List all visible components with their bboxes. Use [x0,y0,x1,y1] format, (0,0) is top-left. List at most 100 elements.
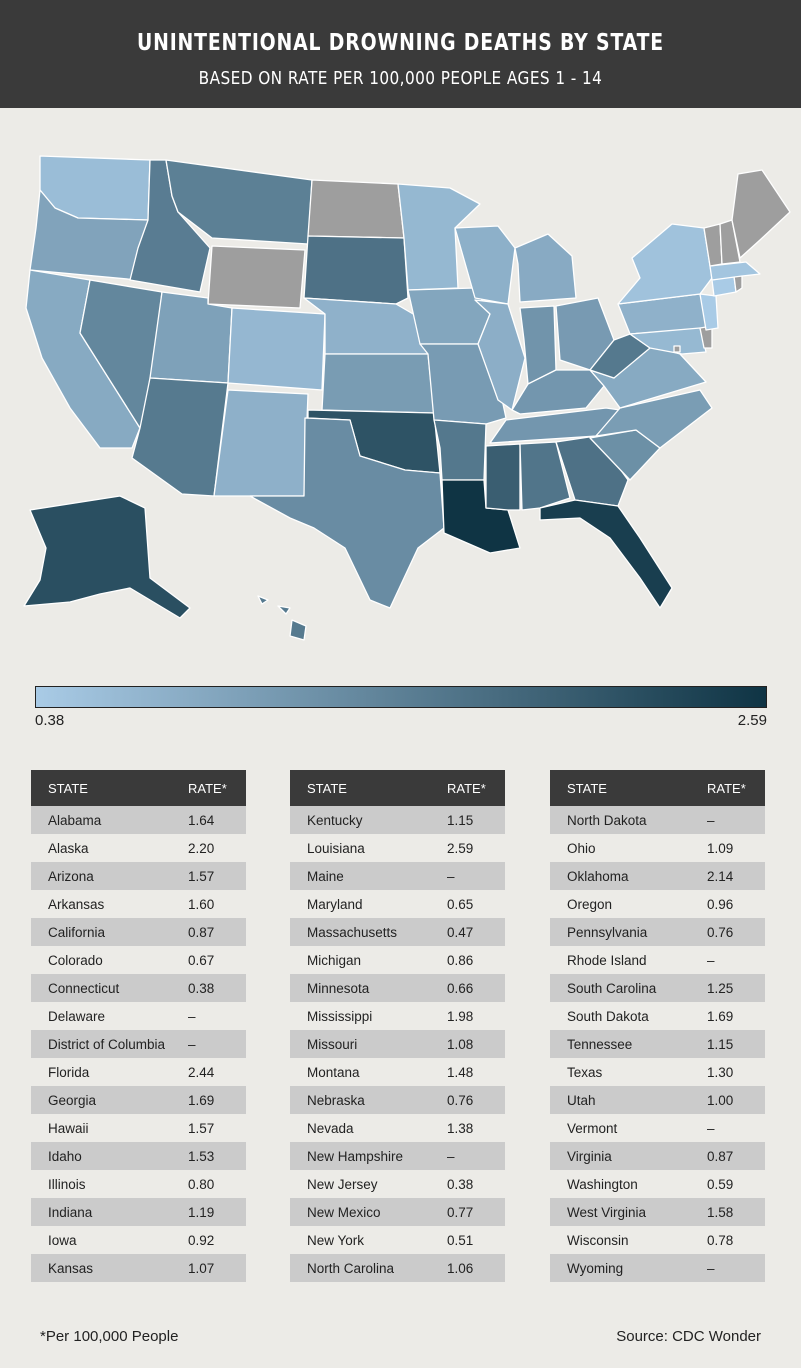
state-name: Kentucky [307,812,363,828]
table-row: North Carolina 1.06 [290,1254,505,1282]
state-name: Florida [48,1064,90,1080]
state-name: Nebraska [307,1092,365,1108]
table-row: Idaho 1.53 [31,1142,246,1170]
state-rate: 0.92 [188,1232,215,1248]
state-name: New Hampshire [307,1148,404,1164]
state-rate: 0.38 [447,1176,474,1192]
table-row: Wisconsin 0.78 [550,1226,765,1254]
state-mississippi [485,443,521,511]
state-name: Maine [307,868,344,884]
state-rate: 1.08 [447,1036,474,1052]
state-rate: 2.14 [707,868,734,884]
state-rate: 1.00 [707,1092,734,1108]
state-name: New Mexico [307,1204,381,1220]
state-rate: 1.09 [707,840,734,856]
legend-max-label: 2.59 [737,712,767,729]
legend-min-label: 0.38 [35,712,65,729]
state-michigan [514,233,577,303]
state-rate: 0.86 [447,952,474,968]
table-row: Arizona 1.57 [31,862,246,890]
state-name: Iowa [48,1232,77,1248]
state-rate: 0.65 [447,896,474,912]
table-row: South Carolina 1.25 [550,974,765,1002]
state-name: Pennsylvania [567,924,648,940]
table-row: New Hampshire – [290,1142,505,1170]
state-name: Massachusetts [307,924,398,940]
header-rate: RATE* [447,780,486,796]
state-rate: 1.25 [707,980,734,996]
table-row: Louisiana 2.59 [290,834,505,862]
state-rate: 1.30 [707,1064,734,1080]
state-name: North Carolina [307,1260,395,1276]
state-name: Washington [567,1176,638,1192]
state-rate: 1.15 [447,812,474,828]
state-name: Nevada [307,1120,354,1136]
state-rate: 1.69 [707,1008,734,1024]
state-wisconsin [454,225,516,305]
state-rate: 0.66 [447,980,474,996]
state-name: Alabama [48,812,102,828]
table-row: Oklahoma 2.14 [550,862,765,890]
state-rate: 1.64 [188,812,215,828]
state-kansas [321,353,435,414]
state-name: New Jersey [307,1176,378,1192]
table-row: Ohio 1.09 [550,834,765,862]
state-rate: 0.77 [447,1204,474,1220]
table-row: Arkansas 1.60 [31,890,246,918]
table-row: New York 0.51 [290,1226,505,1254]
table-row: Illinois 0.80 [31,1170,246,1198]
state-utah [149,291,233,384]
state-name: Louisiana [307,840,365,856]
state-hawaii [257,595,307,641]
state-name: Michigan [307,952,362,968]
state-north-dakota [307,179,405,239]
table-row: Rhode Island – [550,946,765,974]
table-row: Georgia 1.69 [31,1086,246,1114]
state-rate: – [447,1148,455,1164]
state-maine [731,169,791,259]
state-name: Arizona [48,868,94,884]
state-name: Illinois [48,1176,86,1192]
table-header: STATE RATE* [550,770,765,806]
header-banner: UNINTENTIONAL DROWNING DEATHS BY STATE B… [0,0,801,108]
table-header: STATE RATE* [31,770,246,806]
state-district-of-columbia [673,345,681,353]
table-row: Nevada 1.38 [290,1114,505,1142]
state-new-york [617,223,713,305]
table-row: Delaware – [31,1002,246,1030]
state-rate: – [447,868,455,884]
state-name: Utah [567,1092,596,1108]
state-name: District of Columbia [48,1036,166,1052]
state-rate: 0.59 [707,1176,734,1192]
state-name: Tennessee [567,1036,633,1052]
table-row: Virginia 0.87 [550,1142,765,1170]
state-rate: 0.87 [188,924,215,940]
state-rate: – [707,1120,715,1136]
table-row: New Mexico 0.77 [290,1198,505,1226]
table-row: Missouri 1.08 [290,1030,505,1058]
state-arkansas [433,419,487,481]
state-rate: 0.87 [707,1148,734,1164]
state-rate: – [188,1036,196,1052]
table-row: New Jersey 0.38 [290,1170,505,1198]
state-name: North Dakota [567,812,647,828]
table-row: Hawaii 1.57 [31,1114,246,1142]
state-rate: 0.96 [707,896,734,912]
state-name: Virginia [567,1148,612,1164]
legend-gradient-bar [35,686,767,708]
state-name: Alaska [48,840,89,856]
table-row: Nebraska 0.76 [290,1086,505,1114]
table-row: West Virginia 1.58 [550,1198,765,1226]
page-title: UNINTENTIONAL DROWNING DEATHS BY STATE [136,30,665,56]
state-kentucky [511,369,605,415]
table-row: Iowa 0.92 [31,1226,246,1254]
state-rate: 1.57 [188,1120,215,1136]
state-name: Minnesota [307,980,370,996]
state-alabama [519,441,571,511]
state-rate: 1.48 [447,1064,474,1080]
table-header: STATE RATE* [290,770,505,806]
state-new-hampshire [719,219,741,265]
state-name: New York [307,1232,365,1248]
state-name: Hawaii [48,1120,89,1136]
state-name: Georgia [48,1092,97,1108]
